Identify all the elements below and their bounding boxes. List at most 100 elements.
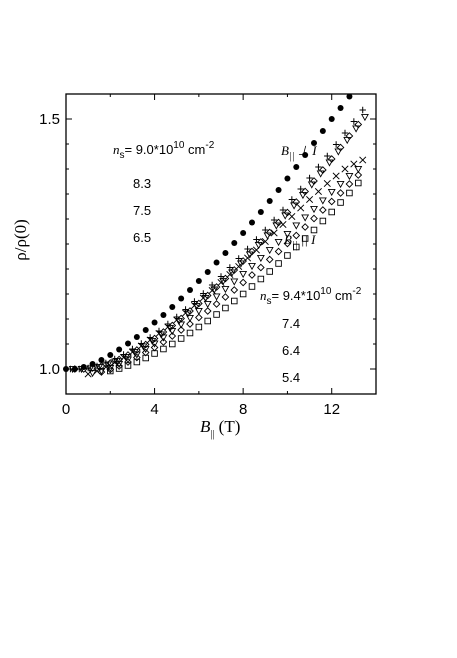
data-point (115, 362, 123, 370)
legend-ns-subscript: s (267, 296, 272, 307)
data-point (319, 166, 327, 174)
data-point (194, 307, 203, 316)
data-point (249, 219, 255, 226)
legend-ns-symbol: n (260, 288, 267, 303)
data-point (354, 120, 363, 129)
data-point (222, 304, 229, 312)
data-point (328, 116, 335, 122)
data-point (169, 340, 176, 348)
data-point (142, 354, 149, 362)
data-point (262, 226, 269, 234)
data-point (124, 358, 132, 366)
data-point (292, 231, 301, 240)
data-point (318, 197, 327, 205)
data-point (230, 278, 239, 286)
data-point (327, 188, 336, 197)
data-point (257, 209, 264, 215)
data-point (190, 301, 198, 310)
y-tick-label: 1.0 (39, 361, 60, 378)
data-point (133, 358, 141, 366)
data-point (256, 254, 265, 263)
data-point (345, 172, 354, 181)
data-point (275, 260, 282, 267)
data-point (230, 286, 239, 294)
data-point (164, 323, 172, 331)
data-point (350, 118, 358, 125)
x-axis-label-unit: (T) (214, 417, 240, 436)
data-point (325, 159, 334, 167)
data-point (310, 205, 318, 214)
group-label-perpendicular: B|| ⊥ I (281, 143, 317, 162)
data-point (257, 263, 265, 272)
data-point (310, 214, 318, 223)
data-point (208, 286, 216, 295)
data-point (253, 236, 260, 243)
legend-ns-unit: cm (184, 142, 205, 157)
data-point (244, 254, 252, 262)
data-point (63, 366, 69, 372)
x-tick-label: 8 (239, 401, 247, 418)
data-point (155, 329, 163, 338)
data-points (63, 93, 369, 378)
data-point (266, 198, 273, 204)
data-point (274, 247, 283, 256)
data-point (107, 367, 114, 375)
data-point (177, 321, 186, 329)
data-point (354, 171, 363, 179)
data-point (168, 332, 177, 340)
data-point (239, 278, 247, 287)
data-point (203, 291, 212, 300)
data-point (177, 335, 185, 342)
data-point (195, 323, 203, 331)
data-point (231, 240, 238, 246)
data-point (177, 326, 185, 334)
data-point (319, 128, 326, 134)
data-point (288, 212, 296, 221)
data-point (141, 345, 150, 354)
data-point (150, 340, 159, 348)
data-point (265, 255, 274, 264)
data-point (212, 283, 221, 291)
data-point (314, 187, 322, 196)
data-point (151, 350, 158, 357)
data-point (142, 327, 149, 333)
data-point (86, 365, 95, 373)
group-label-parallel-subscript: || (292, 240, 298, 251)
data-point (290, 202, 299, 210)
data-point (284, 252, 291, 259)
data-point (346, 93, 353, 100)
x-axis-label: B|| (T) (200, 417, 240, 440)
data-point (306, 195, 314, 204)
legend-value: 8.3 (133, 176, 151, 191)
data-point (203, 307, 212, 315)
data-point (307, 181, 316, 189)
data-point (213, 311, 220, 318)
data-point (88, 364, 97, 372)
data-point (336, 180, 345, 189)
data-point (125, 340, 131, 347)
data-point (265, 228, 274, 237)
group-label-parallel-symbol: B (284, 232, 292, 247)
data-point (284, 175, 291, 182)
data-point (298, 191, 307, 200)
data-point (235, 262, 243, 271)
data-point (88, 369, 97, 378)
data-point (288, 196, 296, 203)
data-point (124, 362, 132, 369)
data-point (222, 250, 229, 256)
data-point (221, 285, 230, 294)
data-point (141, 348, 150, 357)
data-point (315, 163, 322, 171)
legend-header-perpendicular: ns= 9.0*1010 cm-2 (113, 140, 215, 161)
data-point (270, 216, 278, 224)
legend-header-parallel: ns= 9.4*1010 cm-2 (260, 286, 362, 307)
data-point (195, 278, 202, 284)
tick-labels: 0 4 8 12 1.0 1.5 (39, 111, 340, 418)
data-point (345, 132, 354, 140)
data-point (359, 106, 366, 114)
legend-ns-unit-exponent: -2 (205, 140, 214, 151)
data-point (293, 164, 300, 170)
data-point (274, 238, 283, 247)
data-point (169, 304, 176, 310)
